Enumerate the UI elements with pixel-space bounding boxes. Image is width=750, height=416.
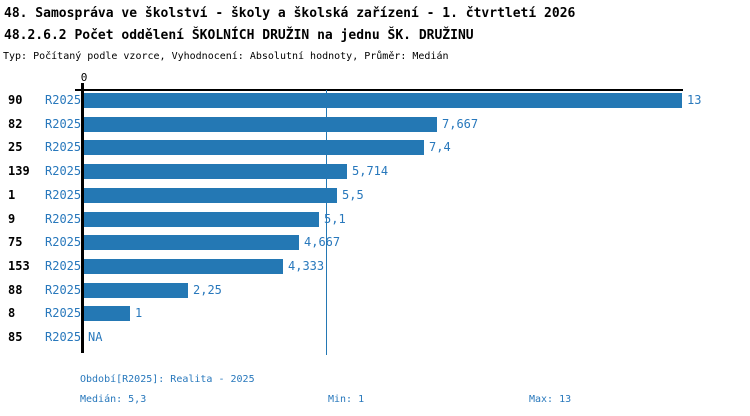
- chart-title: 48.2.6.2 Počet oddělení ŠKOLNÍCH DRUŽIN …: [4, 28, 474, 43]
- row-category-label: 1: [8, 188, 16, 202]
- axis-zero-label: 0: [80, 71, 88, 84]
- row-category-label: 85: [8, 330, 23, 344]
- bar-value-label: 1: [135, 306, 143, 320]
- bar: [84, 188, 337, 203]
- median-gridline: [326, 90, 327, 355]
- row-category-label: 75: [8, 235, 23, 249]
- bar-value-label: 4,333: [288, 259, 325, 273]
- bar: [84, 164, 347, 179]
- row-category-label: 88: [8, 283, 23, 297]
- report-title: 48. Samospráva ve školství - školy a ško…: [4, 6, 576, 21]
- bar: [84, 306, 130, 321]
- row-series-label: R2025: [45, 212, 82, 226]
- bar-value-label: NA: [88, 330, 103, 344]
- chart-subtitle: Typ: Počítaný podle vzorce, Vyhodnocení:…: [3, 51, 449, 62]
- row-category-label: 25: [8, 140, 23, 154]
- row-series-label: R2025: [45, 330, 82, 344]
- bar: [84, 212, 319, 227]
- bar-value-label: 5,714: [352, 164, 389, 178]
- stat-min-label: Min: 1: [328, 394, 365, 405]
- row-category-label: 139: [8, 164, 30, 178]
- bar-value-label: 2,25: [193, 283, 222, 297]
- bar-value-label: 7,667: [442, 117, 479, 131]
- bar: [84, 117, 437, 132]
- row-series-label: R2025: [45, 306, 82, 320]
- row-series-label: R2025: [45, 188, 82, 202]
- row-category-label: 9: [8, 212, 16, 226]
- row-category-label: 82: [8, 117, 23, 131]
- row-series-label: R2025: [45, 283, 82, 297]
- row-series-label: R2025: [45, 259, 82, 273]
- bar: [84, 283, 188, 298]
- legend-period-label: Období[R2025]: Realita - 2025: [80, 374, 255, 385]
- row-series-label: R2025: [45, 235, 82, 249]
- x-axis-line: [75, 89, 683, 91]
- bar: [84, 93, 682, 108]
- y-axis-line: [81, 83, 84, 353]
- stat-max-label: Max: 13: [529, 394, 572, 405]
- row-series-label: R2025: [45, 140, 82, 154]
- row-series-label: R2025: [45, 93, 82, 107]
- row-category-label: 153: [8, 259, 30, 273]
- bar-value-label: 4,667: [304, 235, 341, 249]
- bar: [84, 140, 424, 155]
- bar-value-label: 7,4: [429, 140, 451, 154]
- row-series-label: R2025: [45, 164, 82, 178]
- bar-value-label: 5,1: [324, 212, 346, 226]
- row-category-label: 8: [8, 306, 16, 320]
- bar-value-label: 13: [687, 93, 702, 107]
- row-category-label: 90: [8, 93, 23, 107]
- bar: [84, 259, 283, 274]
- bar: [84, 235, 299, 250]
- bar-value-label: 5,5: [342, 188, 364, 202]
- stat-median-label: Medián: 5,3: [80, 394, 147, 405]
- row-series-label: R2025: [45, 117, 82, 131]
